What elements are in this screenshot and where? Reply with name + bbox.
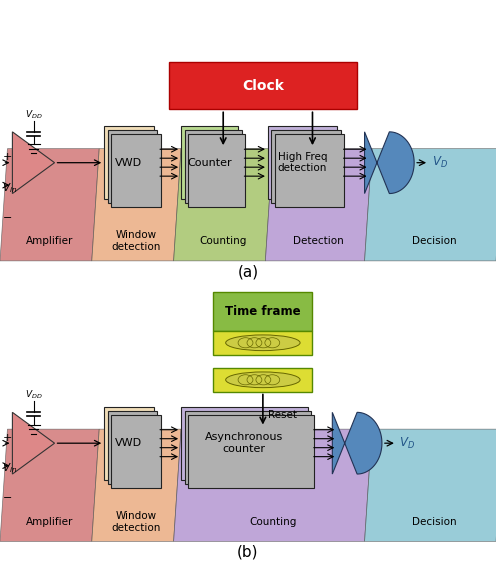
FancyBboxPatch shape: [268, 126, 337, 199]
Polygon shape: [365, 429, 496, 541]
FancyBboxPatch shape: [111, 134, 161, 207]
FancyBboxPatch shape: [185, 411, 311, 484]
Polygon shape: [0, 149, 99, 261]
Text: Decision: Decision: [412, 236, 456, 246]
Text: Reset: Reset: [268, 410, 297, 420]
Text: Time frame: Time frame: [225, 305, 301, 318]
Text: $V_{in}$: $V_{in}$: [2, 181, 18, 195]
Polygon shape: [265, 149, 372, 261]
FancyBboxPatch shape: [213, 331, 312, 355]
Text: $V_D$: $V_D$: [432, 155, 447, 170]
Polygon shape: [12, 132, 55, 194]
Text: Window
detection: Window detection: [112, 231, 161, 252]
Text: $V_{DD}$: $V_{DD}$: [25, 108, 43, 121]
FancyBboxPatch shape: [181, 126, 238, 199]
Text: Window
detection: Window detection: [112, 511, 161, 532]
Polygon shape: [0, 429, 99, 541]
Text: +: +: [2, 433, 12, 443]
Text: (b): (b): [237, 545, 259, 560]
Text: $V_{in}$: $V_{in}$: [2, 462, 18, 475]
Text: Clock: Clock: [242, 79, 284, 93]
Polygon shape: [365, 132, 414, 194]
FancyBboxPatch shape: [104, 407, 154, 480]
FancyBboxPatch shape: [108, 130, 157, 203]
Text: (a): (a): [238, 264, 258, 279]
Ellipse shape: [226, 372, 300, 388]
Text: $V_{DD}$: $V_{DD}$: [25, 389, 43, 401]
Text: Decision: Decision: [412, 517, 456, 527]
FancyBboxPatch shape: [271, 130, 341, 203]
Polygon shape: [92, 149, 181, 261]
FancyBboxPatch shape: [181, 407, 308, 480]
FancyBboxPatch shape: [188, 415, 314, 488]
FancyBboxPatch shape: [275, 134, 344, 207]
Polygon shape: [92, 429, 181, 541]
Text: $-$: $-$: [2, 491, 12, 502]
Text: $V_D$: $V_D$: [399, 436, 415, 450]
Polygon shape: [12, 412, 55, 474]
Polygon shape: [332, 412, 382, 474]
FancyBboxPatch shape: [111, 415, 161, 488]
Text: $-$: $-$: [2, 211, 12, 221]
Polygon shape: [365, 149, 496, 261]
FancyBboxPatch shape: [213, 292, 312, 331]
FancyBboxPatch shape: [213, 368, 312, 392]
Text: Asynchronous
counter: Asynchronous counter: [205, 433, 283, 454]
FancyBboxPatch shape: [185, 130, 242, 203]
Polygon shape: [174, 149, 273, 261]
FancyBboxPatch shape: [104, 126, 154, 199]
Text: High Freq
detection: High Freq detection: [278, 152, 327, 173]
Ellipse shape: [226, 335, 300, 351]
Text: Counting: Counting: [249, 517, 297, 527]
Text: +: +: [2, 152, 12, 162]
FancyBboxPatch shape: [188, 134, 245, 207]
FancyBboxPatch shape: [169, 62, 357, 109]
Text: Detection: Detection: [293, 236, 344, 246]
Text: Amplifier: Amplifier: [26, 236, 73, 246]
Text: VWD: VWD: [116, 158, 142, 168]
Text: Counter: Counter: [187, 158, 232, 168]
Text: Amplifier: Amplifier: [26, 517, 73, 527]
Text: Counting: Counting: [199, 236, 247, 246]
FancyBboxPatch shape: [108, 411, 157, 484]
Text: VWD: VWD: [116, 438, 142, 448]
Polygon shape: [174, 429, 372, 541]
